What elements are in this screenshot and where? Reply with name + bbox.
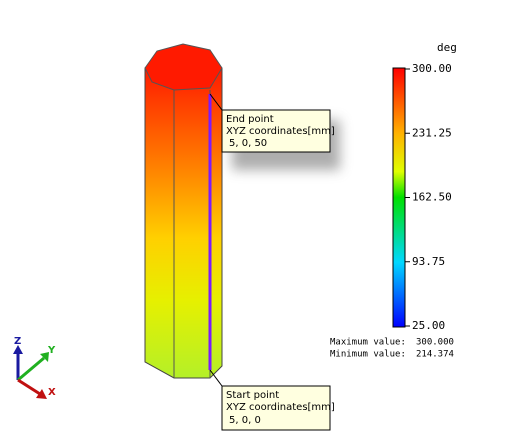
axis-y: Y — [47, 345, 56, 356]
end-callout — [221, 109, 331, 153]
cylinder — [144, 43, 223, 379]
tick-label: 25.00 — [412, 319, 445, 332]
axes-triad: Z Y X — [13, 336, 56, 399]
start-callout — [221, 385, 331, 431]
min-label: Minimum value: — [330, 350, 406, 360]
max-label: Maximum value: — [330, 338, 406, 348]
color-bar — [392, 67, 406, 328]
tick-label: 162.50 — [412, 191, 452, 204]
tick-label: 300.00 — [412, 62, 452, 75]
callout-label: XYZ coordinates[mm] — [226, 126, 335, 137]
legend-unit: deg — [437, 41, 457, 54]
tick-label: 93.75 — [412, 255, 445, 268]
callout-label: XYZ coordinates[mm] — [226, 402, 335, 413]
axis-x: X — [48, 387, 56, 398]
axis-z: Z — [14, 336, 21, 347]
callout-coords: 5, 0, 50 — [229, 138, 267, 149]
tick-label: 231.25 — [412, 126, 452, 139]
max-value: 300.000 — [416, 338, 454, 348]
callout-coords: 5, 0, 0 — [229, 415, 261, 426]
callout-title: Start point — [226, 390, 279, 401]
callout-title: End point — [226, 114, 274, 125]
min-value: 214.374 — [416, 350, 454, 360]
